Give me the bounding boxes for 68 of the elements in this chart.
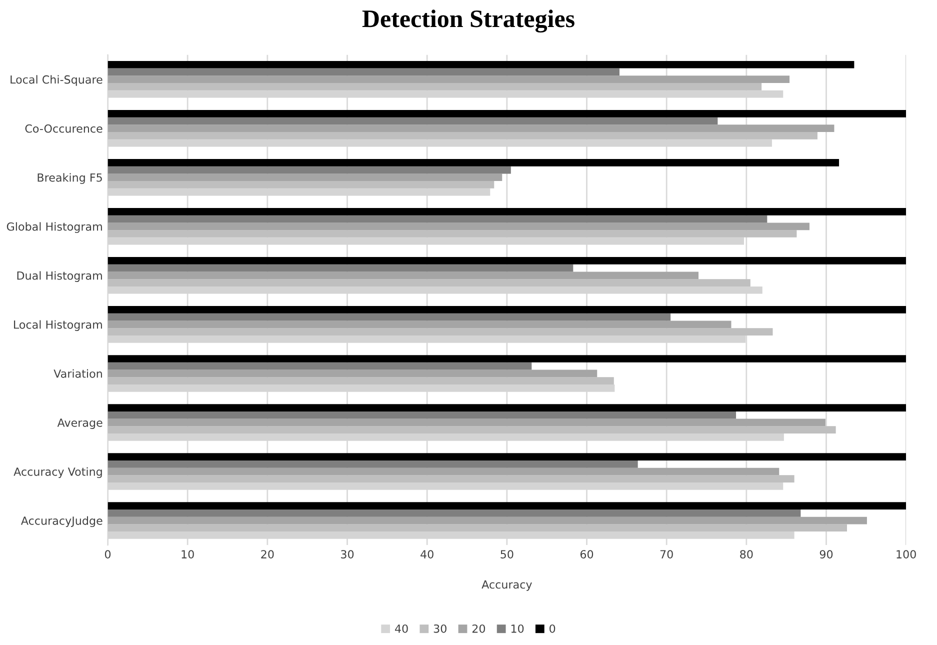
- bar: [108, 355, 906, 362]
- bar: [108, 230, 797, 238]
- y-tick-label: AccuracyJudge: [20, 516, 102, 528]
- x-tick-label: 0: [104, 550, 111, 558]
- bar: [108, 516, 867, 524]
- y-tick-label: Global Histogram: [6, 222, 102, 233]
- y-tick-label: Breaking F5: [38, 173, 102, 184]
- bar: [108, 370, 598, 378]
- bar: [108, 362, 532, 370]
- bar: [108, 306, 906, 314]
- bar: [108, 208, 906, 216]
- x-tick-label: 100: [896, 550, 916, 558]
- legend-label: 0: [550, 624, 556, 633]
- y-tick-label: Co-Occurence: [25, 124, 102, 133]
- bar: [108, 320, 732, 328]
- bar: [108, 257, 906, 264]
- y-tick-label: Dual Histogram: [17, 271, 102, 282]
- bar: [108, 426, 836, 434]
- legend-label: 40: [395, 624, 408, 633]
- x-axis-title: Accuracy: [482, 580, 532, 591]
- bar: [108, 117, 718, 125]
- x-tick-label: 10: [182, 550, 194, 558]
- y-tick-label: Local Chi-Square: [10, 75, 102, 86]
- x-tick-label: 40: [420, 550, 434, 558]
- bar: [108, 272, 699, 280]
- bar: [108, 524, 848, 532]
- bar: [108, 475, 794, 483]
- x-tick-label: 30: [341, 550, 354, 558]
- bar: [108, 68, 620, 76]
- x-tick-label: 80: [740, 550, 753, 558]
- bar: [108, 468, 780, 476]
- bar: [108, 411, 736, 419]
- y-tick-label: Average: [57, 418, 102, 430]
- bar: [108, 502, 906, 510]
- bar: [108, 166, 511, 174]
- bar: [108, 60, 854, 68]
- legend-label: 20: [472, 624, 486, 633]
- bar: [108, 174, 502, 182]
- bar: [108, 453, 906, 460]
- bar: [108, 83, 762, 90]
- y-tick-label: Local Histogram: [14, 320, 102, 331]
- y-tick-label: Variation: [54, 369, 102, 378]
- bar: [108, 132, 818, 140]
- bar: [108, 460, 638, 468]
- bar: [108, 76, 790, 84]
- bar: [108, 377, 614, 384]
- bar: [108, 158, 840, 166]
- bar: [108, 279, 750, 286]
- y-tick-label: Accuracy Voting: [14, 467, 102, 478]
- bar: [108, 110, 906, 118]
- bar: [108, 264, 574, 272]
- legend-label: 30: [434, 624, 446, 633]
- chart-title: Detection Strategies: [362, 10, 574, 33]
- bar: [108, 313, 671, 321]
- x-tick-label: 90: [820, 550, 833, 558]
- bar: [108, 328, 773, 336]
- bar: [108, 404, 906, 412]
- bar: [108, 222, 810, 230]
- legend-label: 10: [511, 624, 524, 633]
- x-tick-label: 60: [580, 550, 594, 558]
- bar: [108, 418, 826, 426]
- x-tick-label: 20: [261, 550, 274, 558]
- bar: [108, 215, 768, 223]
- bar: [108, 124, 834, 132]
- bar: [108, 509, 801, 517]
- bar: [108, 181, 494, 188]
- x-tick-label: 70: [660, 550, 673, 558]
- x-tick-label: 50: [500, 550, 514, 558]
